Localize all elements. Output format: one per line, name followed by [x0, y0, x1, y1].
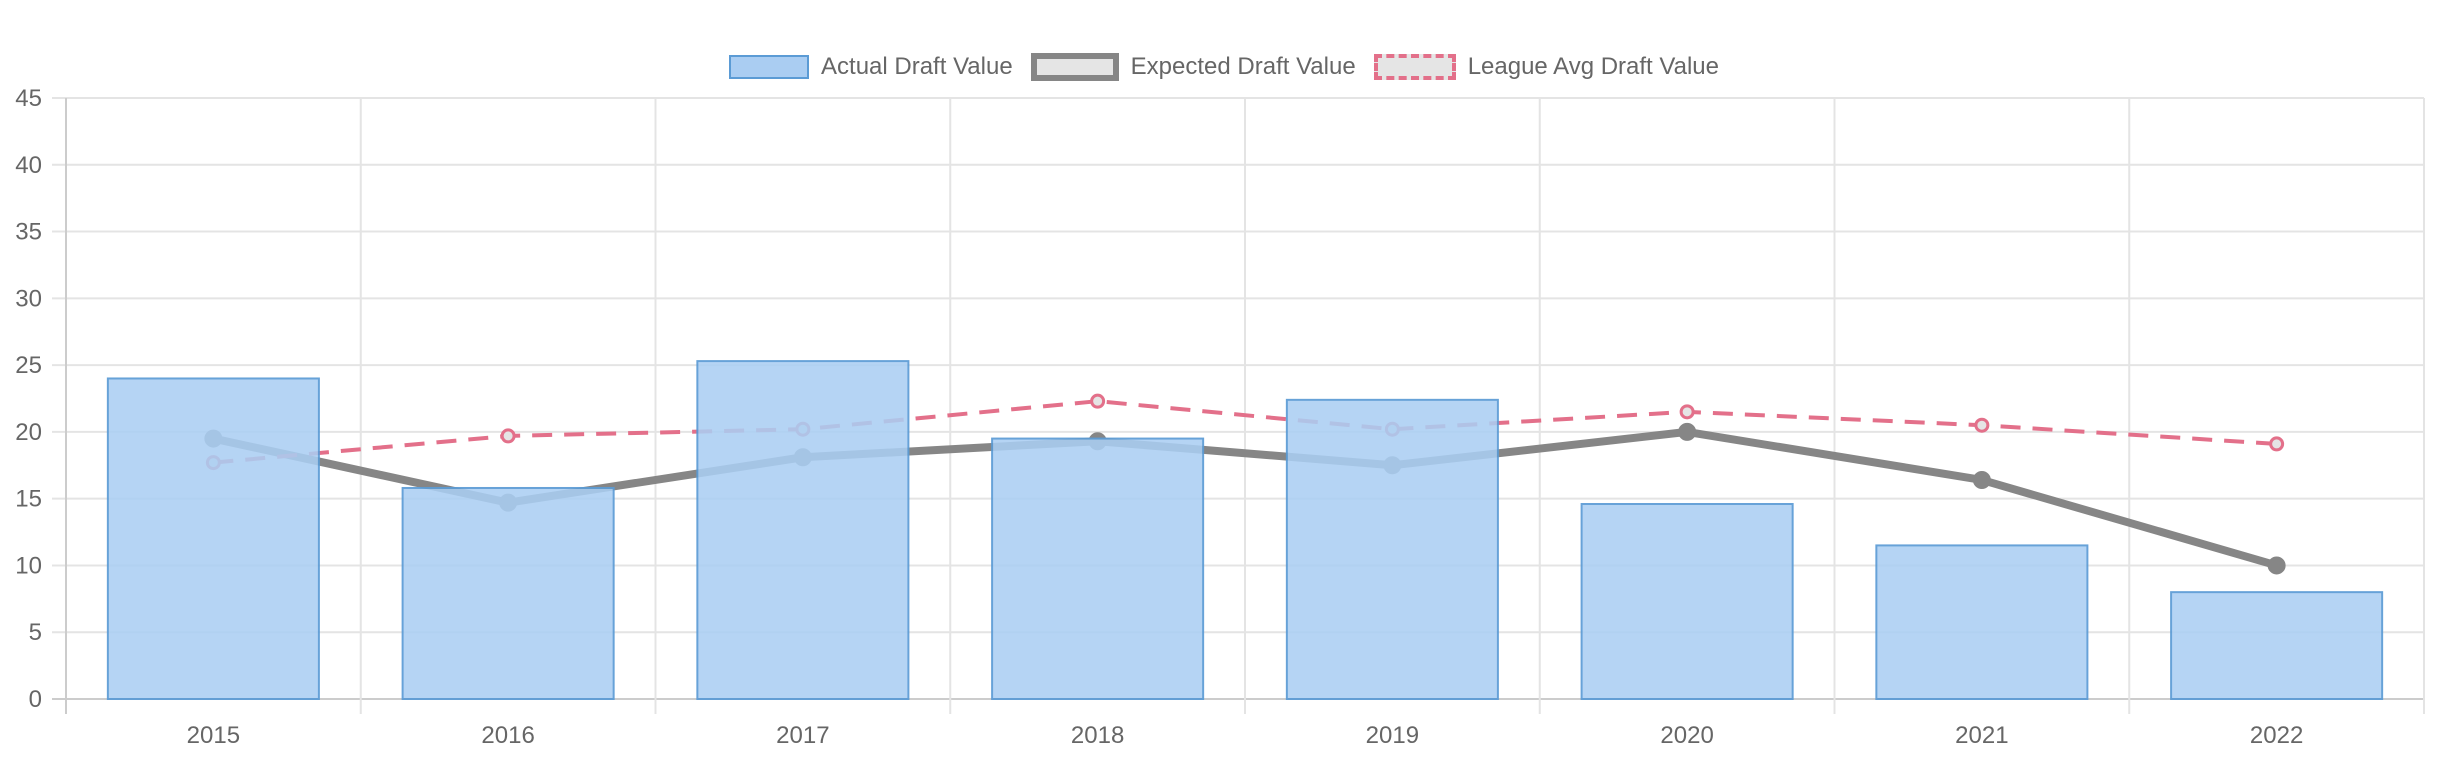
expected-point — [2267, 556, 2286, 575]
y-tick-label: 20 — [15, 419, 42, 446]
x-tick-label: 2022 — [2250, 722, 2303, 749]
y-axis-ticks: 0 5 10 15 20 25 30 35 40 45 — [15, 85, 42, 713]
chart-legend: Actual Draft Value Expected Draft Value … — [0, 52, 2448, 82]
legend-label-expected: Expected Draft Value — [1130, 53, 1356, 80]
x-axis-ticks: 2015 2016 2017 2018 2019 2020 2021 2022 — [187, 722, 2304, 749]
legend-item-actual[interactable]: Actual Draft Value — [729, 53, 1013, 81]
legend-swatch-expected — [1030, 53, 1119, 81]
y-tick-label: 10 — [15, 552, 42, 579]
actual-bar — [2170, 591, 2384, 701]
x-tick-label: 2019 — [1366, 722, 1419, 749]
actual-bar — [1285, 398, 1499, 700]
y-tick-label: 25 — [15, 352, 42, 379]
league-avg-point — [1974, 417, 1990, 433]
x-tick-label: 2021 — [1955, 722, 2008, 749]
legend-item-league[interactable]: League Avg Draft Value — [1373, 53, 1719, 81]
actual-bar — [696, 360, 910, 700]
x-tick-label: 2016 — [481, 722, 534, 749]
bar-series — [106, 360, 2384, 701]
league-avg-point — [1090, 393, 1106, 409]
league-avg-point — [1679, 404, 1695, 420]
league-avg-point — [500, 428, 516, 444]
actual-bar — [1580, 503, 1794, 700]
x-tick-label: 2020 — [1660, 722, 1713, 749]
legend-swatch-actual — [729, 55, 810, 79]
actual-bar — [401, 486, 615, 700]
legend-label-actual: Actual Draft Value — [821, 53, 1013, 80]
x-tick-label: 2017 — [776, 722, 829, 749]
league-avg-point — [2269, 436, 2285, 452]
y-tick-label: 35 — [15, 219, 42, 246]
y-tick-label: 15 — [15, 486, 42, 513]
legend-label-league: League Avg Draft Value — [1467, 53, 1719, 80]
y-tick-label: 30 — [15, 285, 42, 312]
legend-item-expected[interactable]: Expected Draft Value — [1030, 53, 1356, 81]
actual-bar — [106, 377, 320, 700]
actual-bar — [991, 437, 1205, 700]
x-tick-label: 2015 — [187, 722, 240, 749]
y-tick-label: 0 — [29, 686, 42, 713]
y-tick-label: 5 — [29, 619, 42, 646]
legend-swatch-league — [1373, 54, 1456, 80]
actual-bar — [1875, 544, 2089, 701]
y-tick-label: 45 — [15, 85, 42, 112]
expected-point — [1678, 422, 1697, 441]
expected-point — [1972, 470, 1991, 489]
y-tick-label: 40 — [15, 152, 42, 179]
league-avg-line — [213, 399, 2277, 465]
x-tick-label: 2018 — [1071, 722, 1124, 749]
